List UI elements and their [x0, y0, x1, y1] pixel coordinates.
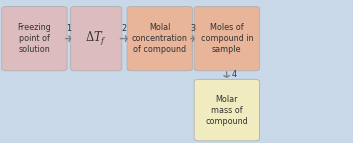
- Text: $\Delta T_f$: $\Delta T_f$: [85, 30, 107, 48]
- Text: Molar
mass of
compound: Molar mass of compound: [205, 95, 248, 126]
- Text: 3: 3: [191, 24, 196, 33]
- FancyBboxPatch shape: [127, 6, 192, 71]
- FancyBboxPatch shape: [71, 6, 122, 71]
- Text: 2: 2: [121, 24, 126, 33]
- Text: 1: 1: [66, 24, 71, 33]
- FancyBboxPatch shape: [194, 79, 259, 141]
- FancyBboxPatch shape: [2, 6, 67, 71]
- Text: 4: 4: [232, 70, 237, 79]
- FancyBboxPatch shape: [194, 6, 259, 71]
- Text: Moles of
compound in
sample: Moles of compound in sample: [201, 23, 253, 54]
- Text: Molal
concentration
of compound: Molal concentration of compound: [132, 23, 188, 54]
- Text: Freezing
point of
solution: Freezing point of solution: [18, 23, 51, 54]
